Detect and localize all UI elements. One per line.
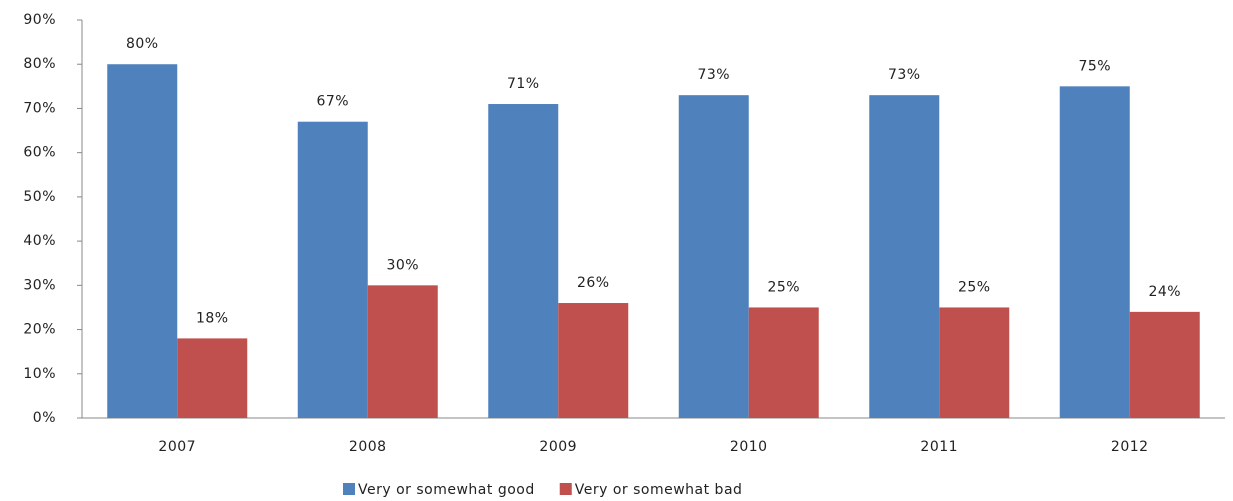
y-tick-label: 70% <box>23 100 56 116</box>
x-tick-label: 2011 <box>920 439 958 455</box>
bar <box>1059 86 1130 418</box>
y-tick-label: 0% <box>33 410 56 426</box>
data-label: 18% <box>196 310 229 326</box>
x-tick-label: 2008 <box>349 439 387 455</box>
x-tick-label: 2010 <box>730 439 768 455</box>
bar <box>488 104 559 419</box>
legend-label: Very or somewhat bad <box>575 482 743 498</box>
bar <box>297 121 368 418</box>
y-tick-label: 60% <box>23 145 56 161</box>
data-label: 24% <box>1148 284 1181 300</box>
data-label: 67% <box>316 94 349 110</box>
data-label: 73% <box>697 67 730 83</box>
y-tick-label: 30% <box>23 277 56 293</box>
y-tick-label: 50% <box>23 189 56 205</box>
bar <box>869 95 940 418</box>
y-tick-label: 10% <box>23 366 56 382</box>
data-label: 25% <box>767 279 800 295</box>
x-tick-label: 2007 <box>158 439 196 455</box>
bar <box>558 303 629 418</box>
data-label: 73% <box>888 67 921 83</box>
data-label: 25% <box>958 279 991 295</box>
legend-label: Very or somewhat good <box>358 482 535 498</box>
legend-swatch <box>559 483 572 495</box>
bar <box>748 307 819 418</box>
bar <box>1129 311 1200 418</box>
data-label: 71% <box>507 76 540 92</box>
y-tick-label: 80% <box>23 56 56 72</box>
x-tick-label: 2009 <box>539 439 577 455</box>
bar <box>107 64 178 418</box>
bar <box>678 95 749 418</box>
bar <box>177 338 248 418</box>
bar <box>939 307 1010 418</box>
data-label: 30% <box>386 257 419 273</box>
y-tick-label: 20% <box>23 322 56 338</box>
bar <box>367 285 438 418</box>
x-tick-label: 2012 <box>1111 439 1149 455</box>
data-label: 80% <box>126 36 159 52</box>
legend-swatch <box>343 483 355 495</box>
data-label: 75% <box>1078 58 1111 74</box>
y-tick-label: 90% <box>23 12 56 28</box>
y-tick-label: 40% <box>23 233 56 249</box>
data-label: 26% <box>577 275 610 291</box>
